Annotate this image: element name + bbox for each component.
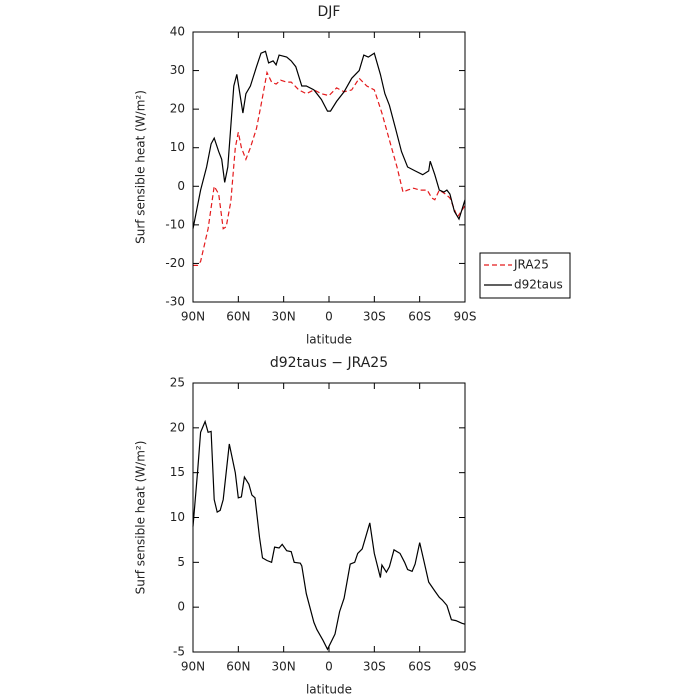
y-axis-label: Surf sensible heat (W/m²) bbox=[134, 90, 148, 244]
y-axis-label: Surf sensible heat (W/m²) bbox=[134, 441, 148, 595]
x-tick-label: 30S bbox=[363, 310, 386, 324]
x-tick-label: 30S bbox=[363, 660, 386, 674]
y-tick-label: -10 bbox=[165, 217, 185, 231]
y-tick-label: 30 bbox=[170, 63, 185, 77]
x-tick-label: 60N bbox=[226, 310, 250, 324]
x-tick-label: 90N bbox=[181, 660, 205, 674]
y-tick-label: 40 bbox=[170, 25, 185, 39]
y-tick-label: 0 bbox=[177, 179, 185, 193]
y-tick-label: -30 bbox=[165, 295, 185, 309]
data-line bbox=[192, 419, 466, 651]
chart-title: DJF bbox=[318, 4, 341, 20]
y-tick-label: -20 bbox=[165, 256, 185, 270]
x-tick-label: 60N bbox=[226, 660, 250, 674]
x-tick-label: 0 bbox=[325, 660, 333, 674]
y-tick-label: 20 bbox=[170, 102, 185, 116]
y-tick-label: 10 bbox=[170, 140, 185, 154]
y-tick-label: 15 bbox=[170, 465, 185, 479]
x-tick-label: 90N bbox=[181, 310, 205, 324]
plot-frame bbox=[192, 31, 466, 303]
x-tick-label: 30N bbox=[272, 310, 296, 324]
legend-box bbox=[479, 252, 571, 299]
y-tick-label: 25 bbox=[170, 376, 185, 390]
x-axis-label: latitude bbox=[306, 333, 352, 347]
x-tick-label: 90S bbox=[454, 310, 477, 324]
x-tick-label: 60S bbox=[408, 310, 431, 324]
y-tick-label: 20 bbox=[170, 420, 185, 434]
x-tick-label: 30N bbox=[272, 660, 296, 674]
chart-title: d92taus − JRA25 bbox=[270, 355, 388, 371]
x-tick-label: 60S bbox=[408, 660, 431, 674]
x-tick-label: 90S bbox=[454, 660, 477, 674]
plot-frame bbox=[192, 382, 466, 653]
data-line bbox=[193, 70, 466, 266]
data-line bbox=[192, 50, 466, 229]
y-tick-label: 10 bbox=[170, 510, 185, 524]
legend-label: d92taus bbox=[514, 278, 563, 292]
y-tick-label: -5 bbox=[173, 645, 185, 659]
y-tick-label: 5 bbox=[177, 555, 185, 569]
legend-label: JRA25 bbox=[513, 258, 549, 272]
x-tick-label: 0 bbox=[325, 310, 333, 324]
y-tick-label: 0 bbox=[177, 600, 185, 614]
x-axis-label: latitude bbox=[306, 683, 352, 697]
